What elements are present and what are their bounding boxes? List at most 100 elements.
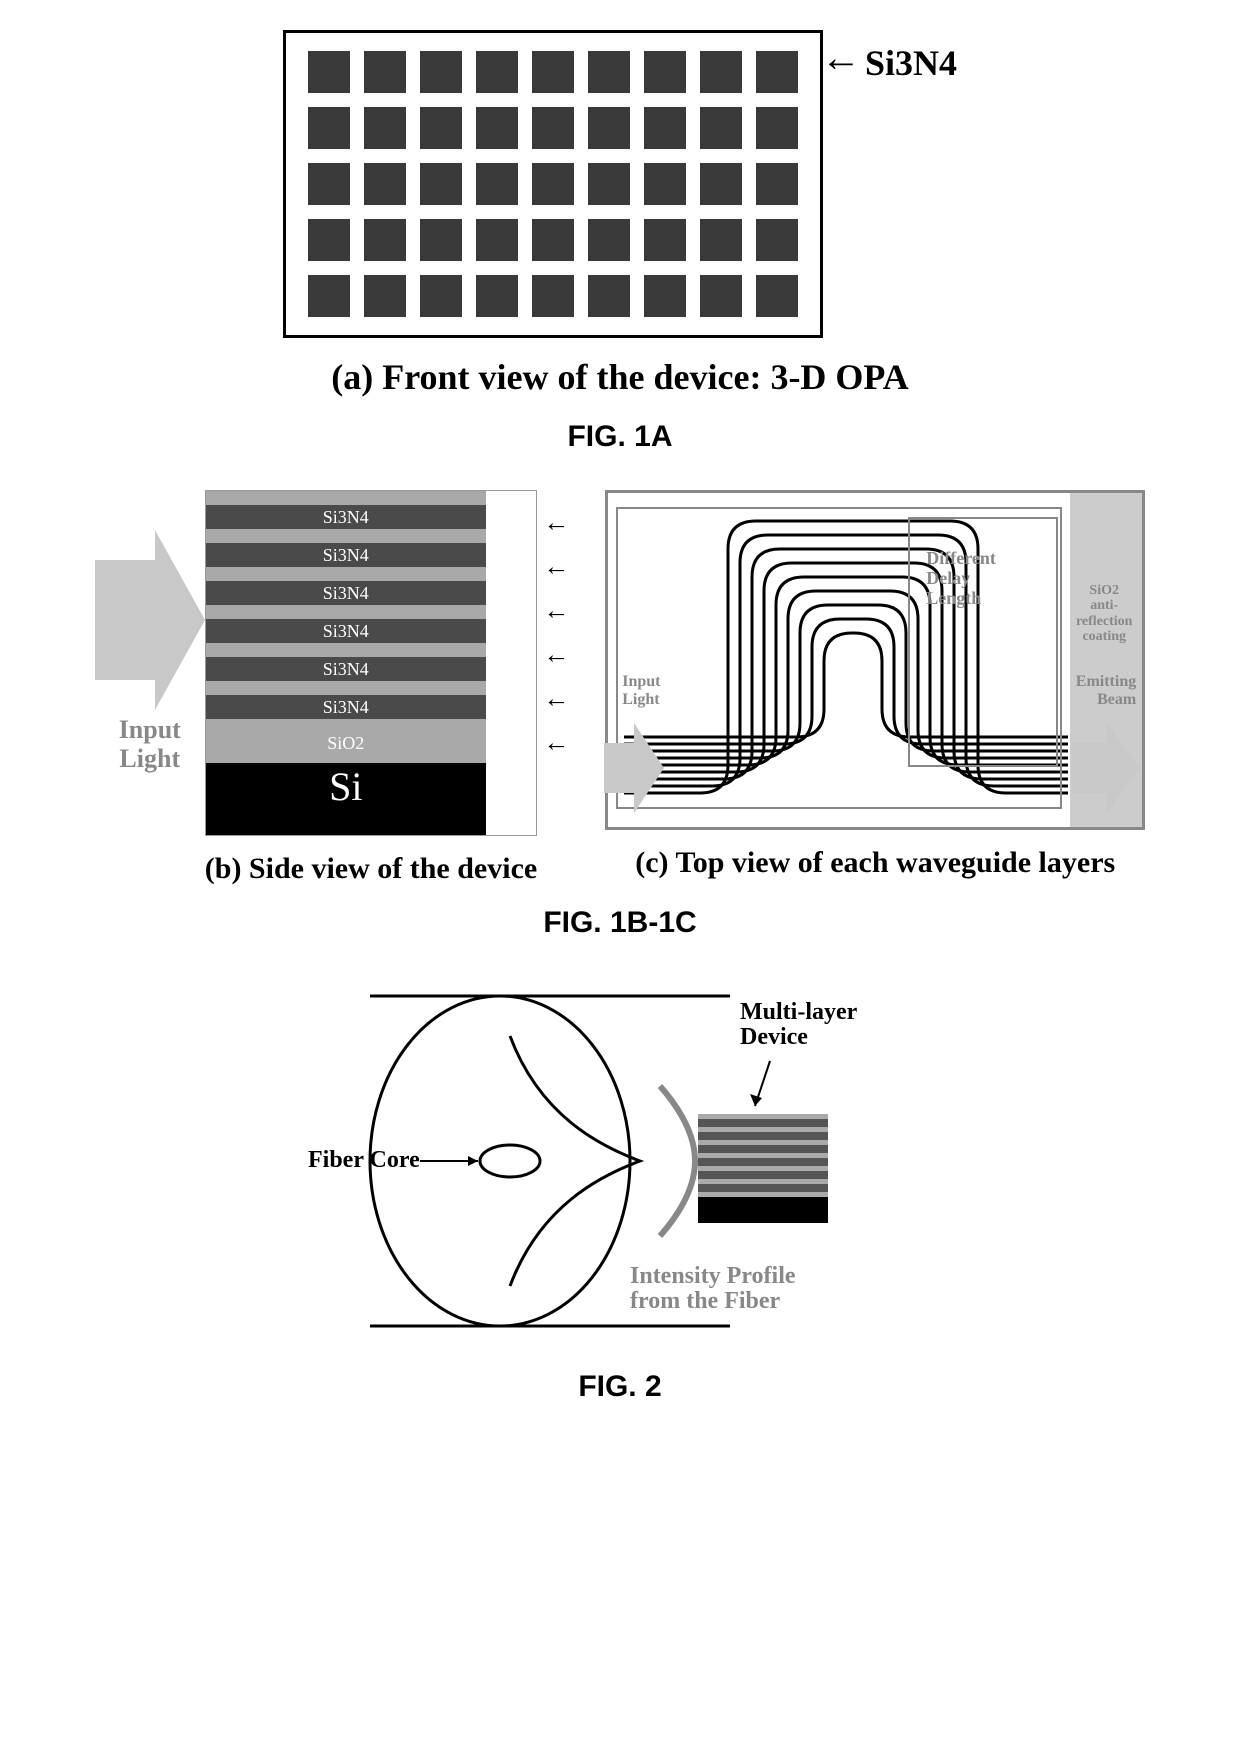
fig1b-small-arrows: ←←←←←← — [537, 490, 569, 758]
fig1a-row — [308, 163, 798, 205]
fig1b-caption: (b) Side view of the device — [205, 852, 537, 886]
fig2-device-layer — [698, 1184, 828, 1192]
fig1a-device-grid — [283, 30, 823, 338]
fig1a-emitter-cell — [700, 275, 742, 317]
fig1a-emitter-cell — [308, 163, 350, 205]
fig2-device-si — [698, 1197, 828, 1223]
fig1c-coating-label: SiO2anti-reflectioncoating — [1070, 583, 1138, 645]
fig1a-emitter-cell — [644, 163, 686, 205]
fig1a-emitter-cell — [644, 107, 686, 149]
fig1c-output-arrow-icon — [1072, 723, 1140, 813]
fig1a-emitter-cell — [364, 219, 406, 261]
fig1a-emitter-cell — [700, 163, 742, 205]
fig1a-label-wrap: ← Si3N4 — [823, 38, 957, 84]
fig1a-emitter-cell — [308, 107, 350, 149]
fig1a-emitter-cell — [420, 163, 462, 205]
fig1a-emitter-cell — [756, 275, 798, 317]
fig1c-emitting-label: EmittingBeam — [1076, 673, 1136, 708]
fig1b-gap-layer — [206, 643, 486, 657]
fig1b-gap-layer — [206, 681, 486, 695]
fig2-device-layer — [698, 1145, 828, 1153]
fig1b-stack-and-caption: Si3N4 Si3N4 Si3N4 Si3N4 Si3N4 Si3N4 SiO2Si (b)… — [205, 490, 537, 886]
arrow-left-icon: ← — [821, 38, 861, 78]
fig1a-emitter-cell — [700, 219, 742, 261]
arrow-left-icon: ← — [543, 596, 569, 626]
fig1b-si3n4-layer: Si3N4 — [206, 657, 486, 681]
fig1a-emitter-cell — [588, 107, 630, 149]
fig1b-gap-layer — [206, 529, 486, 543]
fig1b-sio2-layer: SiO2 — [206, 733, 486, 763]
fig1c-input-light-label: InputLight — [622, 673, 660, 708]
fig1a-emitter-cell — [420, 51, 462, 93]
fig1a-emitter-cell — [476, 107, 518, 149]
fig1a-emitter-cell — [476, 275, 518, 317]
fig1a-emitter-cell — [308, 51, 350, 93]
fig2-device-layer — [698, 1158, 828, 1166]
fig1a-emitter-cell — [420, 219, 462, 261]
fig1a-row — [308, 107, 798, 149]
fig1bc-row: Input Light Si3N4Si3N4Si3N4Si3N4Si3N4Si3… — [20, 490, 1220, 886]
fig1a-emitter-cell — [700, 107, 742, 149]
fig1a-wrapper: ← Si3N4 — [283, 30, 957, 338]
fig1c-caption: (c) Top view of each waveguide layers — [635, 846, 1115, 880]
fig1b-column: Input Light Si3N4Si3N4Si3N4Si3N4Si3N4Si3… — [95, 490, 569, 886]
fig1a-emitter-cell — [476, 219, 518, 261]
fig1c-delay-label: DifferentDelayLength — [926, 549, 996, 608]
fig2-heading: FIG. 2 — [578, 1370, 661, 1404]
fig1a-emitter-cell — [756, 51, 798, 93]
fig2-diagram: Fiber Core Multi-layerDevice Intensity Pro… — [300, 966, 940, 1356]
fig1a-emitter-cell — [364, 163, 406, 205]
fig1a-emitter-cell — [364, 275, 406, 317]
large-arrow-icon — [95, 530, 205, 710]
fig1a-emitter-cell — [364, 107, 406, 149]
fig1a-row — [308, 219, 798, 261]
fig1a-emitter-cell — [476, 51, 518, 93]
fig1a-emitter-cell — [644, 219, 686, 261]
fig1a-row — [308, 275, 798, 317]
fig1b-input-arrow-block: Input Light — [95, 530, 205, 773]
fig2-device-layer — [698, 1132, 828, 1140]
fig2-device-layer — [698, 1171, 828, 1179]
fig1b-si3n4-layer: Si3N4 — [206, 695, 486, 719]
fig1a-emitter-cell — [644, 275, 686, 317]
fig1a-emitter-cell — [756, 163, 798, 205]
arrow-left-icon: ← — [543, 684, 569, 714]
fig1a-row — [308, 51, 798, 93]
fig1b-layer-stack: Si3N4 Si3N4 Si3N4 Si3N4 Si3N4 Si3N4 SiO2Si — [205, 490, 537, 836]
fig1b-gap-layer — [206, 491, 486, 505]
fig2-multilayer-device — [698, 1114, 828, 1223]
fig1a-emitter-cell — [476, 163, 518, 205]
fig1a-material-label: Si3N4 — [865, 42, 957, 84]
fig1a-emitter-cell — [308, 275, 350, 317]
fig1a-emitter-cell — [532, 163, 574, 205]
fig1b-si3n4-layer: Si3N4 — [206, 619, 486, 643]
fig1b-gap-layer — [206, 567, 486, 581]
fig1b-si3n4-layer: Si3N4 — [206, 543, 486, 567]
fig1c-input-arrow-icon — [604, 723, 664, 813]
fig1a-emitter-cell — [532, 219, 574, 261]
arrow-left-icon: ← — [543, 640, 569, 670]
fig1a-emitter-cell — [364, 51, 406, 93]
fig1a-emitter-cell — [756, 107, 798, 149]
fig1bc-heading: FIG. 1B-1C — [543, 906, 696, 940]
fig1c-diagram-box: DifferentDelayLength InputLight EmittingBe… — [605, 490, 1145, 830]
fig1a-emitter-cell — [532, 107, 574, 149]
fig1b-si3n4-layer: Si3N4 — [206, 505, 486, 529]
fig1a-emitter-cell — [644, 51, 686, 93]
fig1a-emitter-cell — [588, 51, 630, 93]
fig2-intensity-label: Intensity Profilefrom the Fiber — [630, 1264, 796, 1314]
fig1b-si3n4-layer: Si3N4 — [206, 581, 486, 605]
fig1a-heading: FIG. 1A — [567, 420, 672, 454]
fig1a-emitter-cell — [756, 219, 798, 261]
fig2-fiber-core-label: Fiber Core — [308, 1148, 420, 1173]
fig1a-emitter-cell — [308, 219, 350, 261]
fig1b-input-light-label: Input Light — [119, 716, 181, 773]
fig1b-si-layer: Si — [206, 763, 486, 835]
fig1a-emitter-cell — [588, 163, 630, 205]
arrow-left-icon: ← — [543, 552, 569, 582]
arrow-left-icon: ← — [543, 508, 569, 538]
fig1a-emitter-cell — [532, 275, 574, 317]
fig1c-column: DifferentDelayLength InputLight EmittingBe… — [605, 490, 1145, 880]
fig2-multilayer-label: Multi-layerDevice — [740, 1000, 857, 1050]
fig1a-emitter-cell — [588, 219, 630, 261]
